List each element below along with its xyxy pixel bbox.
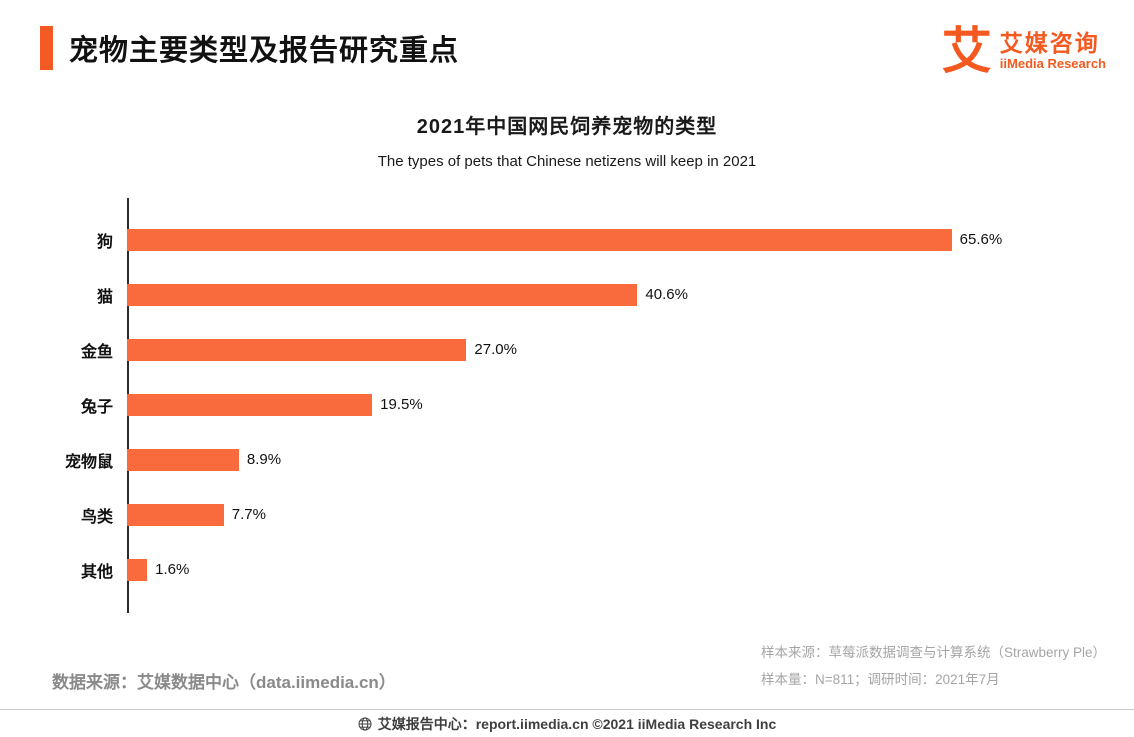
bar	[127, 448, 239, 471]
footer-bar: 艾媒报告中心：report.iimedia.cn ©2021 iiMedia R…	[0, 709, 1134, 737]
sample-source-label: 样本来源：草莓派数据调查与计算系统（Strawberry Ple）	[760, 645, 1106, 660]
bar-category-label: 鸟类	[80, 508, 113, 526]
bar-value-label: 8.9%	[246, 451, 282, 468]
bar-category-label: 宠物鼠	[64, 453, 113, 471]
bar	[127, 393, 373, 416]
bar	[127, 283, 638, 306]
sources-row: 数据来源：艾媒数据中心（data.iimedia.cn） 样本来源：草莓派数据调…	[0, 639, 1134, 693]
brand-logo: 艾 艾媒咨询 iiMedia Research	[942, 26, 1106, 76]
bar-chart: 狗 65.6% 猫 40.6% 金鱼 27.0% 兔子 19.5% 宠物鼠 8.…	[65, 198, 1007, 613]
brand-name-en: iiMedia Research	[999, 55, 1106, 71]
globe-icon	[358, 717, 372, 731]
bar	[127, 228, 952, 251]
bar-category-label: 其他	[80, 563, 113, 581]
sample-info-block: 样本来源：草莓派数据调查与计算系统（Strawberry Ple） 样本量：N=…	[761, 639, 1106, 693]
bar-row: 其他 1.6%	[81, 542, 1007, 597]
header: 宠物主要类型及报告研究重点 艾 艾媒咨询 iiMedia Research	[0, 0, 1134, 76]
chart-header: 2021年中国网民饲养宠物的类型 The types of pets that …	[0, 110, 1134, 170]
chart-subtitle: The types of pets that Chinese netizens …	[377, 153, 757, 170]
brand-name-cn: 艾媒咨询	[999, 30, 1100, 57]
footer-text: 艾媒报告中心：report.iimedia.cn ©2021 iiMedia R…	[377, 715, 777, 732]
data-source-label: 数据来源：艾媒数据中心（data.iimedia.cn）	[52, 673, 396, 692]
bar-category-label: 兔子	[80, 398, 113, 416]
bar	[127, 503, 224, 526]
bar-value-label: 27.0%	[474, 341, 517, 358]
bar-value-label: 40.6%	[645, 286, 688, 303]
bar-category-label: 猫	[96, 288, 113, 306]
bar	[127, 338, 467, 361]
chart-title: 2021年中国网民饲养宠物的类型	[416, 116, 718, 138]
title-accent-bar	[40, 26, 53, 70]
bar-category-label: 金鱼	[80, 343, 113, 361]
bar-row: 兔子 19.5%	[81, 377, 1007, 432]
chart-plot-area: 狗 65.6% 猫 40.6% 金鱼 27.0% 兔子 19.5% 宠物鼠 8.…	[65, 198, 1007, 613]
sample-size-label: 样本量：N=811；调研时间：2021年7月	[760, 672, 1000, 687]
bar-row: 鸟类 7.7%	[81, 487, 1007, 542]
page-title: 宠物主要类型及报告研究重点	[69, 35, 460, 67]
bar-value-label: 1.6%	[155, 561, 190, 578]
bar-value-label: 7.7%	[231, 506, 266, 523]
bar-category-label: 狗	[96, 233, 113, 251]
bar-value-label: 19.5%	[380, 396, 423, 413]
logo-glyph-icon: 艾	[941, 22, 992, 80]
bar-row: 金鱼 27.0%	[81, 322, 1007, 377]
bar-row: 猫 40.6%	[97, 267, 1007, 322]
bar-row: 宠物鼠 8.9%	[65, 432, 1007, 487]
bar-value-label: 65.6%	[959, 231, 1003, 248]
bar	[127, 558, 148, 581]
bar-row: 狗 65.6%	[97, 212, 1007, 267]
